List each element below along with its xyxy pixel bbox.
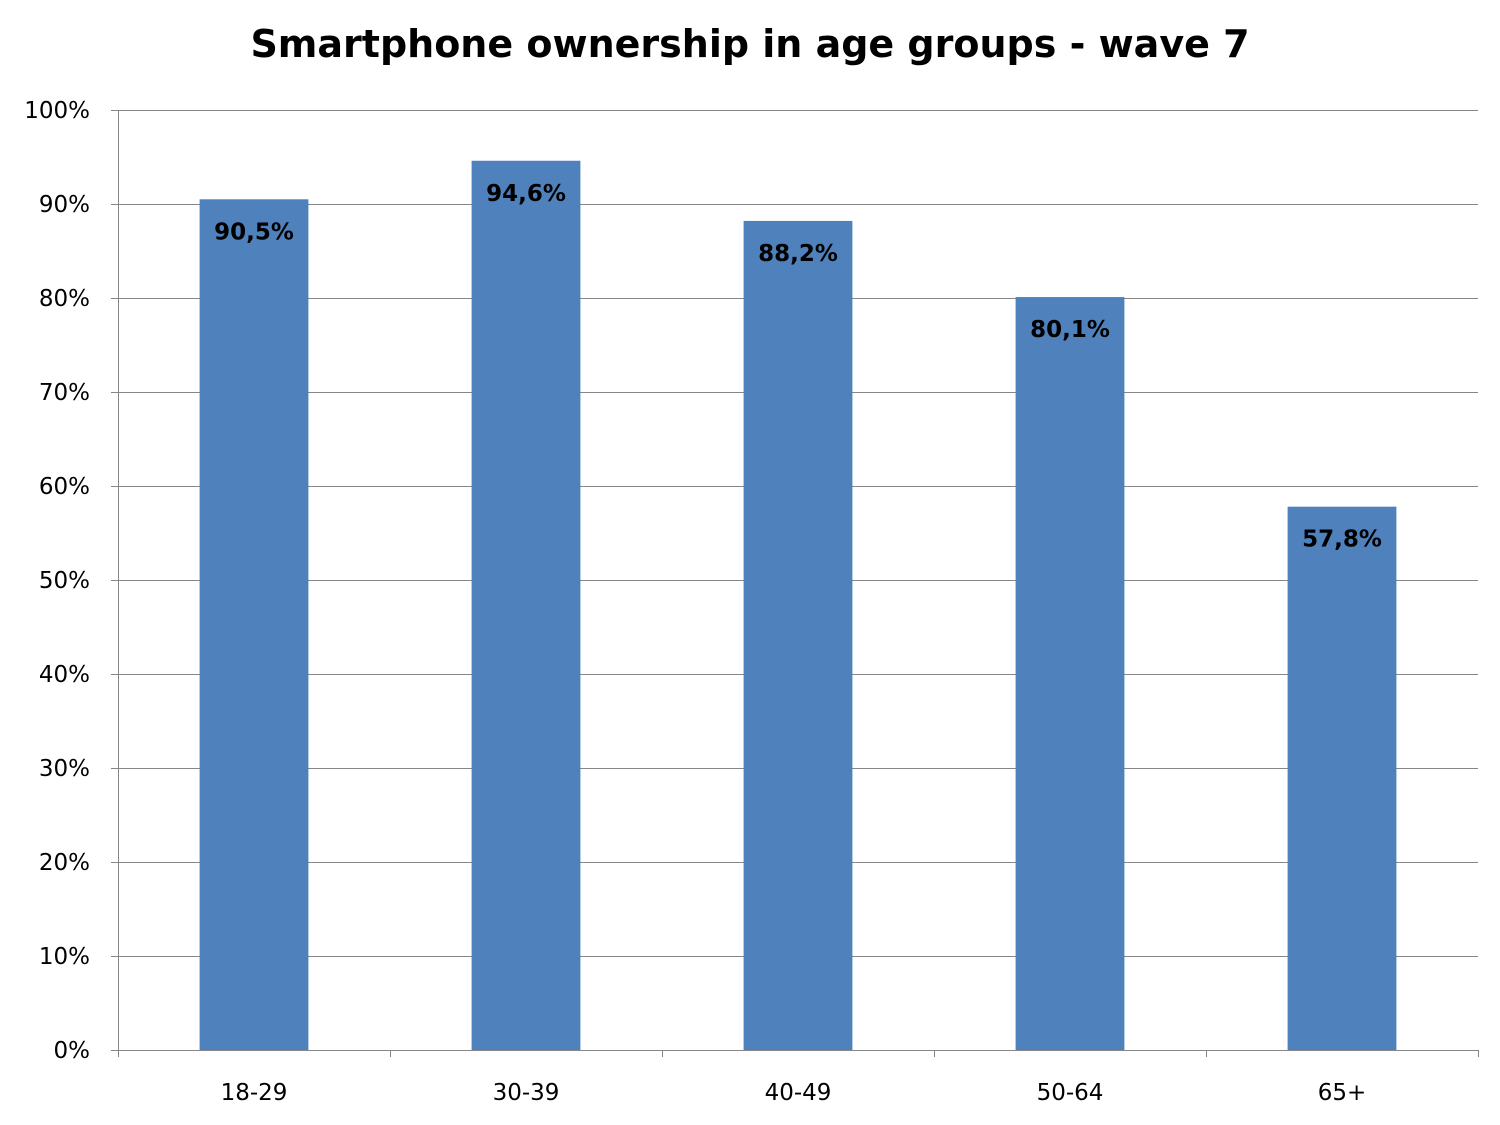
bar-65+ <box>1287 506 1397 1050</box>
data-label: 94,6% <box>486 181 566 207</box>
x-tick-label: 40-49 <box>765 1080 832 1106</box>
y-tick-label: 40% <box>39 662 90 688</box>
y-tick-label: 10% <box>39 944 90 970</box>
bar-40-49 <box>743 220 853 1051</box>
y-tick-label: 90% <box>39 192 90 218</box>
y-tick-label: 100% <box>24 98 90 124</box>
x-tick-label: 50-64 <box>1037 1080 1104 1106</box>
data-label: 80,1% <box>1030 317 1110 343</box>
y-tick-label: 20% <box>39 850 90 876</box>
data-label: 90,5% <box>214 219 294 245</box>
axes: 0% 10% 20% 30% 40% 50% 60% 70% 80% 90% 100% 18-29 30… <box>24 98 1479 1106</box>
x-tick-label: 18-29 <box>221 1080 288 1106</box>
y-tick-label: 60% <box>39 474 90 500</box>
bar-30-39 <box>471 160 581 1050</box>
data-label: 88,2% <box>758 241 838 267</box>
bars <box>199 160 1397 1051</box>
bar-18-29 <box>199 199 309 1051</box>
bar-50-64 <box>1015 297 1125 1050</box>
data-label: 57,8% <box>1302 527 1382 553</box>
y-tick-label: 50% <box>39 568 90 594</box>
x-tick-label: 30-39 <box>493 1080 560 1106</box>
data-labels: 90,5% 94,6% 88,2% 80,1% 57,8% <box>214 181 1382 553</box>
y-tick-label: 80% <box>39 286 90 312</box>
x-tick-label: 65+ <box>1318 1080 1367 1106</box>
chart-title: Smartphone ownership in age groups - wav… <box>250 22 1250 66</box>
y-tick-label: 0% <box>54 1038 91 1064</box>
y-tick-label: 70% <box>39 380 90 406</box>
y-tick-label: 30% <box>39 756 90 782</box>
